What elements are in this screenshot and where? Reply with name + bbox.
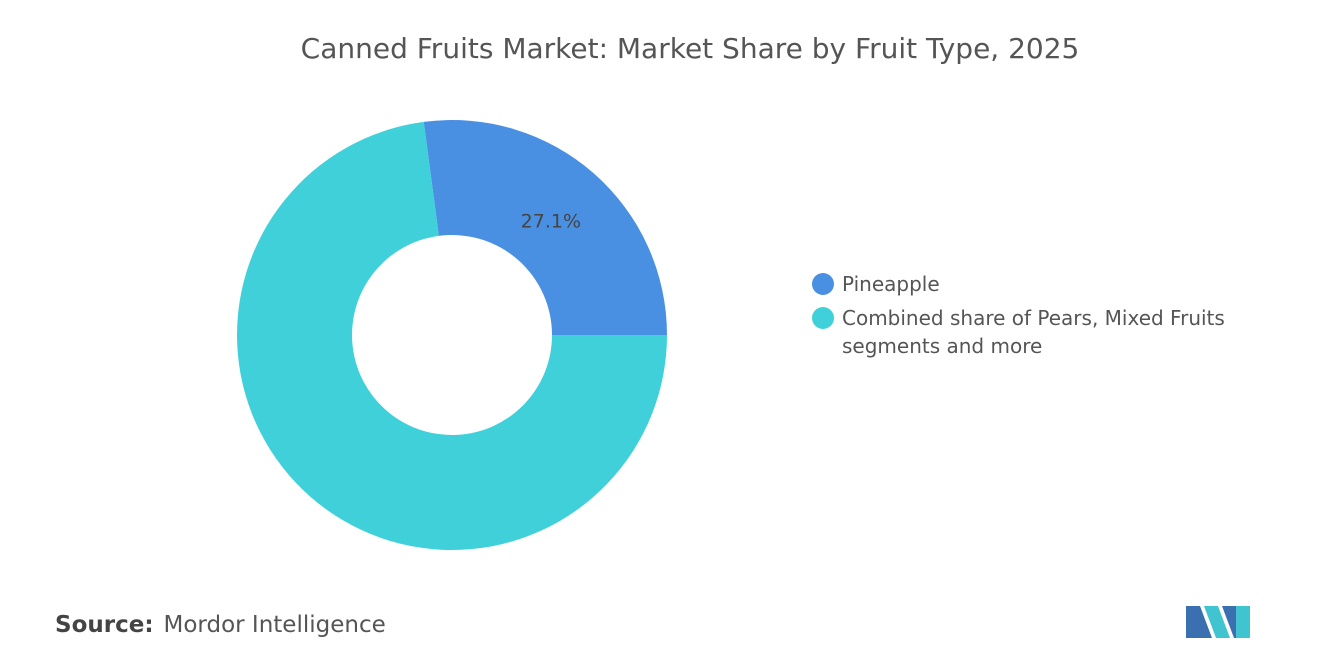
logo [1186, 606, 1250, 638]
donut-slice [423, 120, 667, 335]
donut-slice [237, 121, 668, 550]
legend-swatch [812, 273, 834, 295]
chart-title: Canned Fruits Market: Market Share by Fr… [301, 32, 1080, 65]
legend: Pineapple Combined share of Pears, Mixed … [812, 270, 1232, 366]
source-text: Mordor Intelligence [163, 612, 386, 638]
value-label: 27.1% [521, 211, 581, 233]
legend-swatch [812, 307, 834, 329]
source: Source: Mordor Intelligence [55, 612, 386, 638]
legend-item: Pineapple [812, 270, 1232, 298]
source-label: Source: [55, 612, 154, 638]
legend-label: Pineapple [842, 272, 940, 296]
legend-item: Combined share of Pears, Mixed Fruits se… [812, 304, 1232, 360]
donut: 27.1% [237, 120, 668, 550]
legend-label: Combined share of Pears, Mixed Fruits se… [842, 306, 1225, 358]
